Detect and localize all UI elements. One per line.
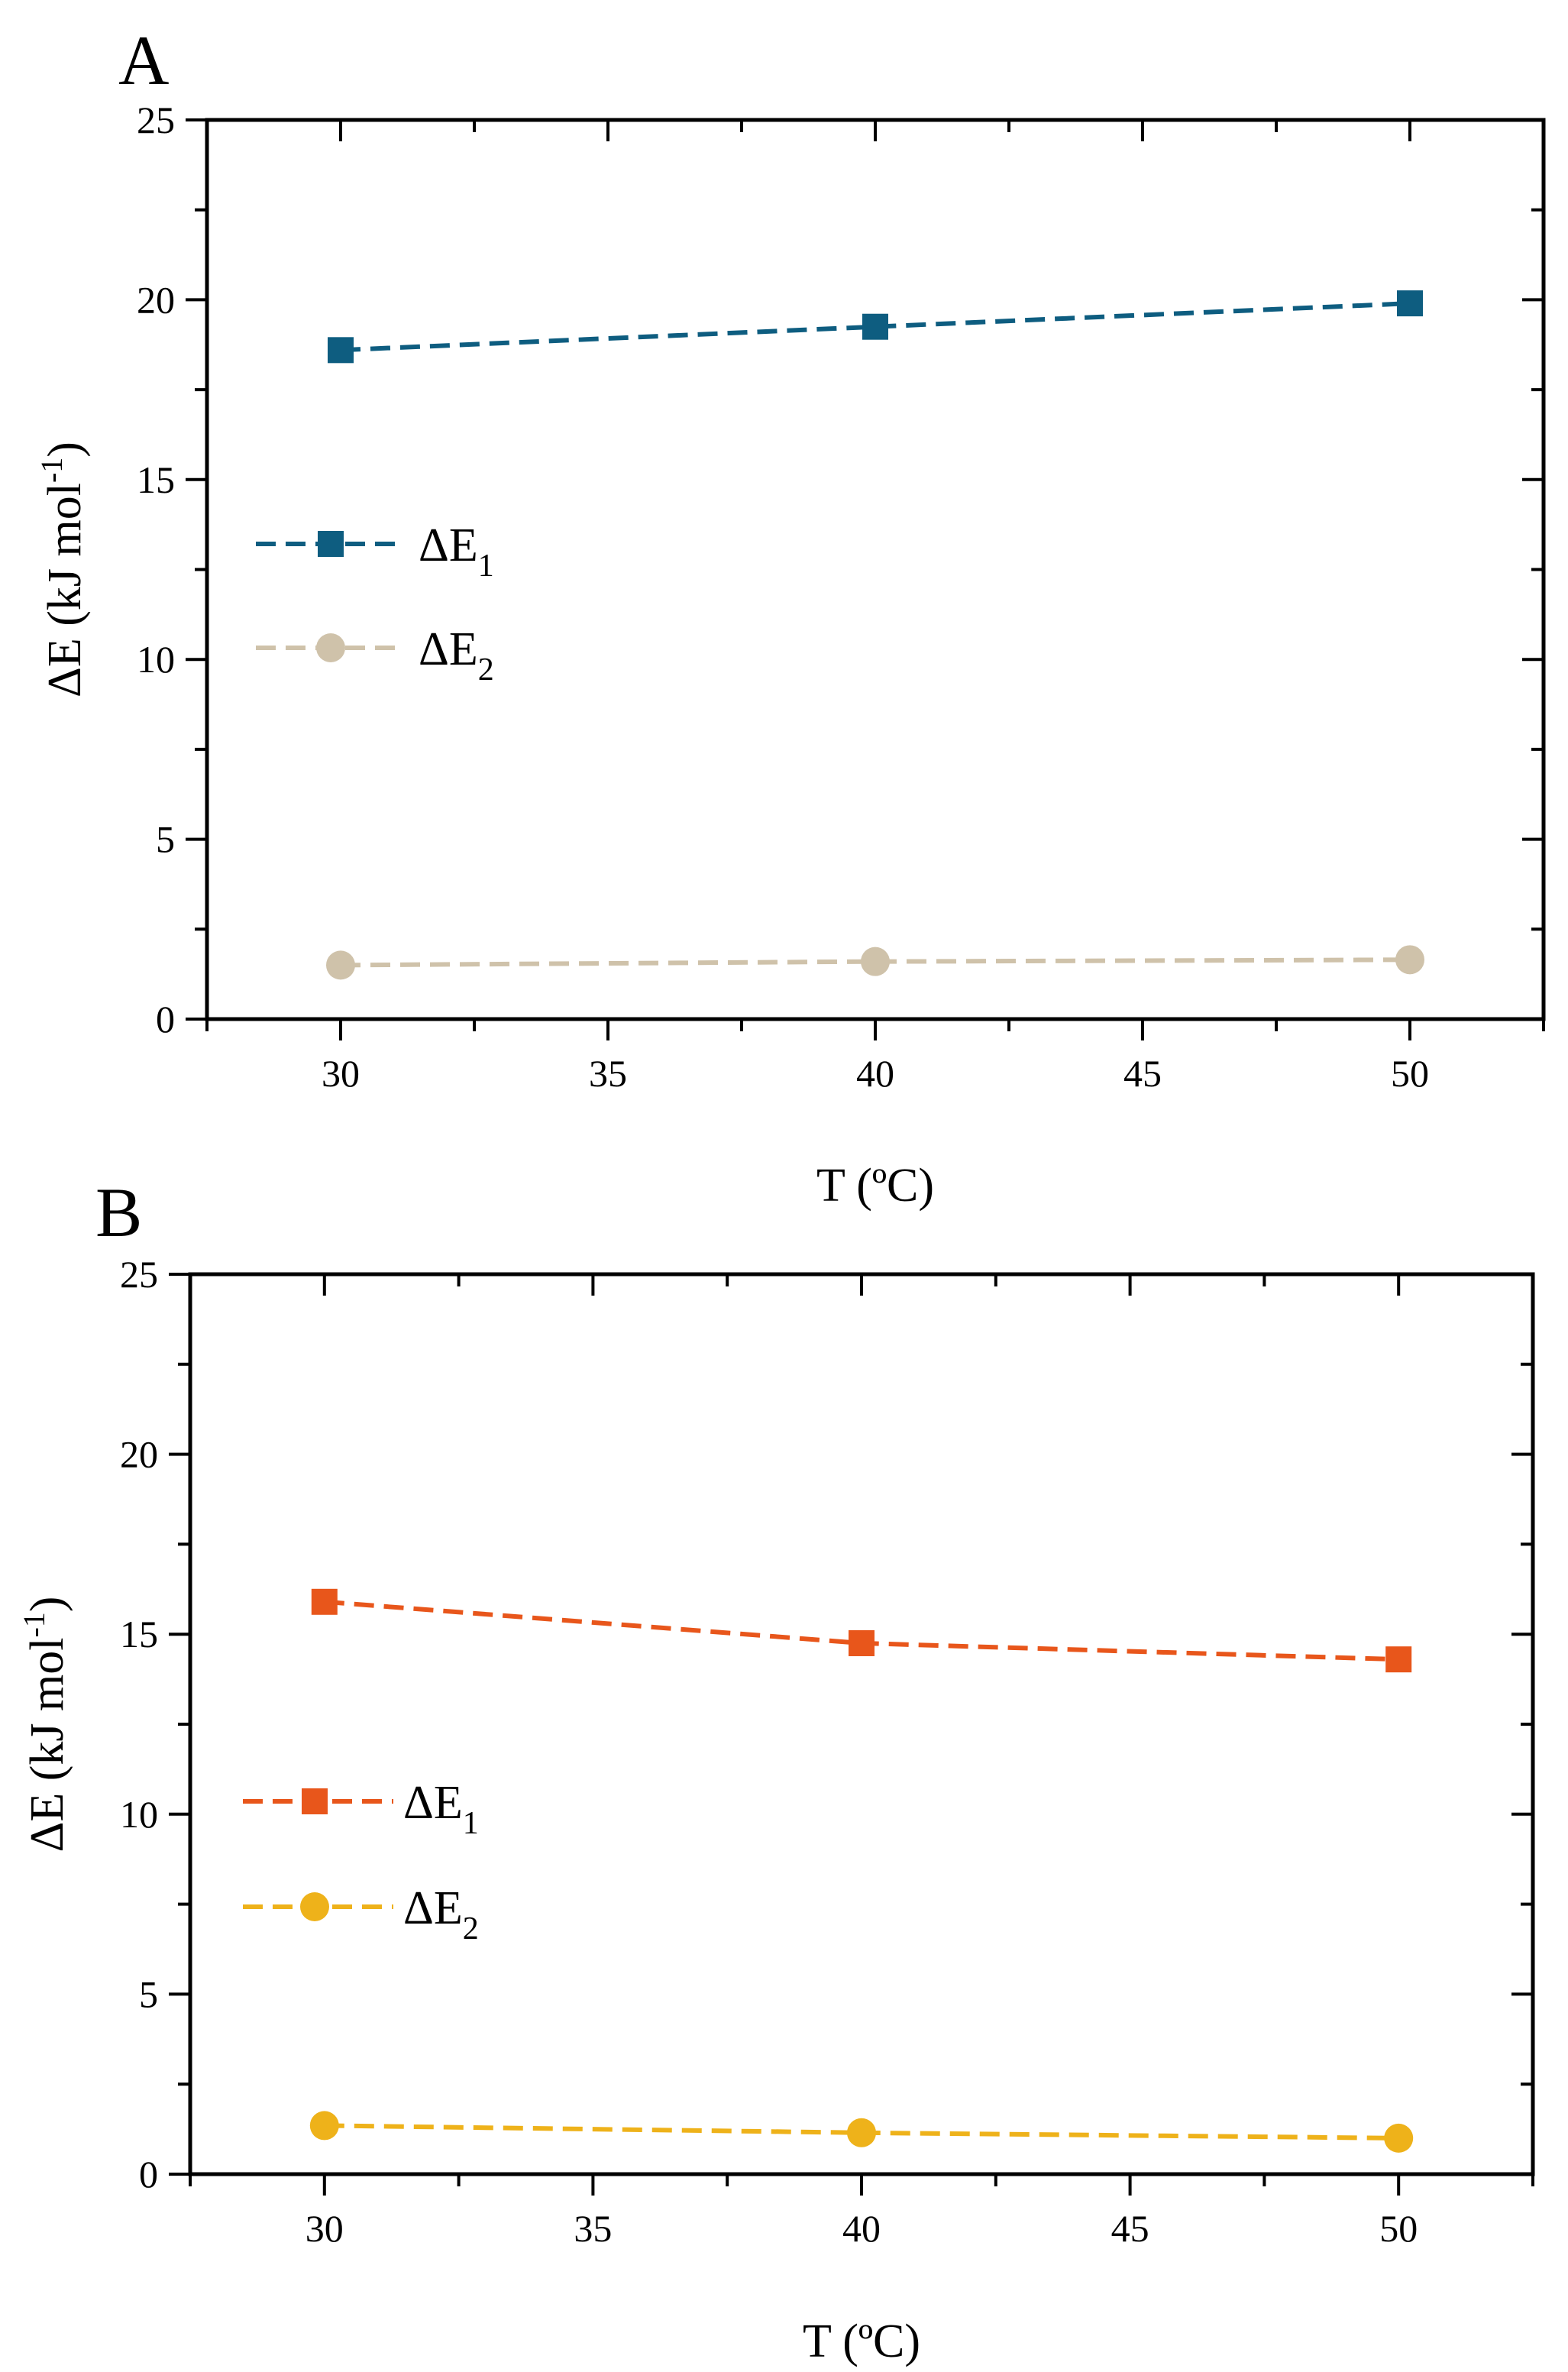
y-axis-title-sup: -1 (34, 458, 69, 483)
legend-label-name: ΔE (419, 623, 478, 675)
legend-marker-circle (300, 1892, 329, 1921)
y-tick-label: 15 (120, 1613, 158, 1655)
y-axis-title-sup: -1 (17, 1612, 51, 1637)
y-tick-label: 20 (120, 1433, 158, 1476)
data-point-circle (861, 947, 890, 976)
x-tick-label: 30 (306, 2207, 344, 2250)
x-tick-label: 50 (1379, 2207, 1418, 2250)
y-axis-title-main: ΔE (kJ mol (21, 1638, 73, 1853)
legend-label-name: ΔE (403, 1777, 463, 1829)
x-tick-label: 30 (322, 1052, 360, 1095)
y-tick-label: 0 (139, 2153, 158, 2196)
y-tick-label: 15 (137, 458, 175, 501)
data-point-circle (309, 2111, 339, 2141)
y-tick-label: 0 (156, 998, 175, 1040)
legend-label-subscript: 2 (478, 652, 494, 688)
data-point-square (1385, 1646, 1412, 1673)
y-axis-title-close: ) (39, 442, 91, 458)
y-tick-label: 25 (120, 1253, 158, 1296)
plot-frame (188, 1272, 1535, 2176)
y-axis-title: ΔE (kJ mol-1) (17, 1597, 73, 1853)
y-tick-label: 10 (120, 1793, 158, 1836)
y-tick-label: 10 (137, 638, 175, 681)
legend-marker-square (318, 531, 344, 557)
legend-label: ΔE2 (403, 1882, 479, 1946)
y-tick-label: 5 (139, 1972, 158, 2015)
legend-label-subscript: 2 (463, 1911, 479, 1946)
legend-label: ΔE1 (419, 519, 494, 584)
x-tick-label: 45 (1111, 2207, 1149, 2250)
y-tick-label: 5 (156, 818, 175, 861)
y-tick-label: 25 (137, 99, 175, 141)
x-tick-label: 40 (842, 2207, 881, 2250)
data-point-square (849, 1629, 875, 1656)
legend-label-subscript: 1 (478, 549, 494, 584)
legend-label: ΔE2 (419, 623, 494, 688)
data-point-square (1397, 290, 1423, 317)
y-axis-title: ΔE (kJ mol-1) (34, 442, 91, 697)
legend-marker-square (302, 1788, 328, 1814)
data-point-circle (1395, 945, 1424, 975)
x-axis-title: T (ºC) (816, 1160, 934, 1212)
legend-label-name: ΔE (419, 519, 478, 571)
data-point-square (862, 313, 888, 340)
data-point-circle (326, 950, 355, 980)
panel-letter: A (118, 21, 169, 99)
legend-label: ΔE1 (403, 1777, 479, 1841)
x-tick-label: 35 (574, 2207, 612, 2250)
y-axis-title-main: ΔE (kJ mol (39, 483, 91, 697)
plot-frame (205, 118, 1546, 1021)
data-point-circle (1384, 2123, 1414, 2153)
panel-a: A 30 35 40 45 50 0 5 10 15 20 25 T (ºC) ΔE (kJ mol-1)… (34, 21, 1546, 1212)
data-point-square (311, 1588, 338, 1615)
panel-letter: B (95, 1173, 142, 1251)
x-tick-label: 50 (1391, 1052, 1429, 1095)
y-tick-label: 20 (137, 278, 175, 321)
x-tick-label: 40 (856, 1052, 894, 1095)
x-axis-title: T (ºC) (803, 2315, 920, 2367)
legend-marker-circle (316, 633, 345, 662)
x-tick-label: 35 (589, 1052, 627, 1095)
y-axis-title-close: ) (21, 1597, 73, 1613)
data-point-circle (847, 2118, 876, 2147)
data-point-square (328, 337, 354, 364)
legend-label-subscript: 1 (463, 1806, 479, 1841)
panel-b: B 30 35 40 45 50 0 5 10 15 20 25 T (ºC) ΔE (kJ mol-1)… (17, 1173, 1535, 2367)
x-tick-label: 45 (1123, 1052, 1162, 1095)
legend-label-name: ΔE (403, 1882, 463, 1934)
